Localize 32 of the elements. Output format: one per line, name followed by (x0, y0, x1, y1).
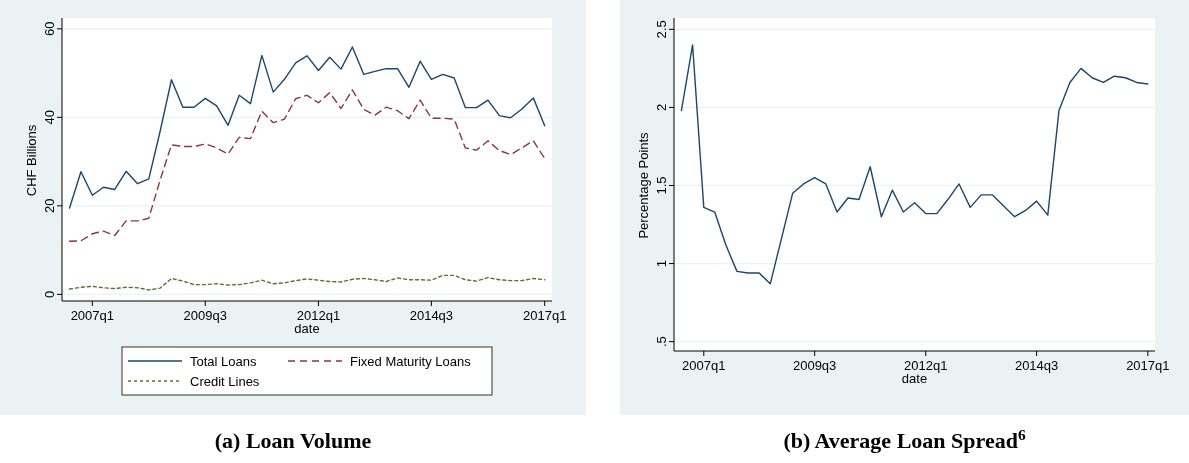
y-tick-label: 0 (42, 290, 57, 298)
x-tick-label: 2012q1 (296, 308, 341, 323)
y-tick-label: 20 (42, 198, 57, 214)
x-axis-title: date (294, 321, 320, 336)
text: (b) Average Loan Spread$^{6}$ (783, 425, 1026, 453)
text: (a) Loan Volume (214, 428, 372, 453)
x-tick-label: 2017q1 (1126, 358, 1170, 373)
x-tick-label: 2017q1 (523, 308, 567, 323)
y-tick-label: 40 (42, 110, 57, 125)
y-tick-label: 2 (654, 103, 669, 112)
y-tick-label: 1 (654, 259, 669, 268)
line-series (680, 44, 1149, 285)
legend-label: Total Loans (190, 354, 257, 369)
legend-label: Fixed Maturity Loans (350, 354, 472, 369)
x-tick-label: 2009q3 (183, 308, 227, 323)
x-tick-label: 2007q1 (682, 358, 726, 373)
x-tick-label: 2014q3 (409, 308, 454, 323)
line-series (68, 46, 546, 209)
legend-label: Credit Lines (190, 374, 260, 389)
y-tick-label: 2.5 (654, 20, 669, 39)
x-tick-label: 2012q1 (904, 358, 948, 373)
y-axis-title: CHF Billions (24, 124, 39, 197)
y-tick-label: .5 (654, 336, 669, 348)
x-axis-title: date (901, 371, 928, 386)
line-series (68, 274, 546, 291)
x-tick-label: 2014q3 (1014, 358, 1059, 373)
y-axis-title: Percentage Points (636, 131, 651, 239)
x-tick-label: 2007q1 (70, 308, 115, 323)
line-series (68, 89, 546, 242)
y-tick-label: 60 (42, 21, 57, 37)
y-tick-label: 1.5 (654, 176, 669, 195)
x-tick-label: 2009q3 (792, 358, 837, 373)
